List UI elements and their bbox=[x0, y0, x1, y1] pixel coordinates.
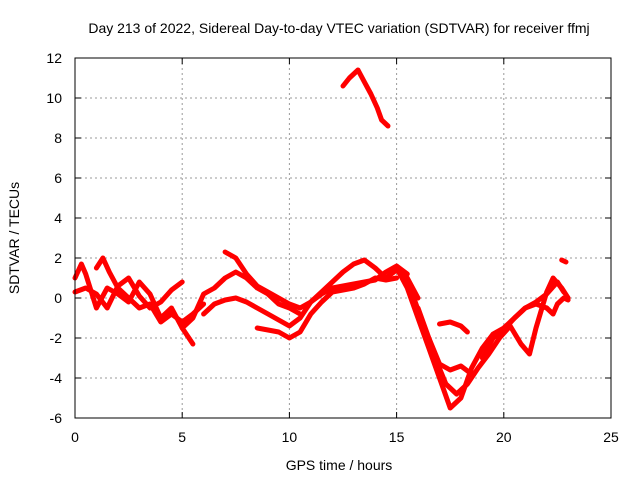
y-tick-label-4: 2 bbox=[54, 250, 62, 266]
y-axis-label: SDTVAR / TECUs bbox=[6, 182, 22, 294]
x-tick-label-3: 15 bbox=[389, 429, 405, 445]
series-trace-d bbox=[179, 269, 303, 331]
series-layer bbox=[72, 67, 571, 411]
y-tick-label-2: -2 bbox=[50, 330, 63, 346]
x-tick-label-4: 20 bbox=[496, 429, 512, 445]
series-trace-o bbox=[559, 257, 569, 265]
x-axis-label: GPS time / hours bbox=[286, 457, 393, 473]
y-tick-label-8: 10 bbox=[46, 90, 62, 106]
x-tick-label-5: 25 bbox=[603, 429, 619, 445]
y-tick-label-0: -6 bbox=[50, 410, 63, 426]
series-trace-h bbox=[340, 67, 391, 129]
series-trace-l bbox=[437, 319, 470, 335]
series-trace-n bbox=[544, 295, 571, 317]
y-tick-label-5: 4 bbox=[54, 210, 62, 226]
series-trace-b bbox=[72, 261, 196, 347]
x-tick-label-2: 10 bbox=[282, 429, 298, 445]
series-trace-c bbox=[93, 255, 207, 325]
plot-area-border bbox=[74, 57, 612, 419]
series-trace-g bbox=[254, 275, 400, 341]
grid-layer bbox=[75, 58, 611, 418]
series-trace-k bbox=[415, 305, 475, 377]
y-tick-label-9: 12 bbox=[46, 50, 62, 66]
chart-title: Day 213 of 2022, Sidereal Day-to-day VTE… bbox=[88, 20, 589, 36]
y-tick-label-3: 0 bbox=[54, 290, 62, 306]
y-tick-label-7: 8 bbox=[54, 130, 62, 146]
y-tick-label-1: -4 bbox=[50, 370, 63, 386]
tick-layer: 0 5 10 15 20 25 -6 -4 -2 0 2 4 6 8 10 12 bbox=[46, 50, 619, 445]
y-tick-label-6: 6 bbox=[54, 170, 62, 186]
series-trace-m bbox=[479, 279, 567, 361]
x-tick-label-0: 0 bbox=[71, 429, 79, 445]
x-tick-label-1: 5 bbox=[178, 429, 186, 445]
